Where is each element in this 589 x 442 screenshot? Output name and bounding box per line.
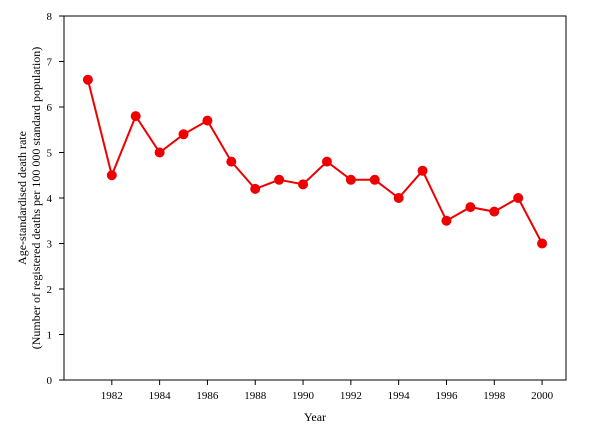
y-tick-label: 5 <box>47 148 53 160</box>
data-point <box>345 174 356 185</box>
data-point <box>298 179 309 190</box>
x-tick-label: 1996 <box>435 390 458 402</box>
series-layer <box>82 74 548 249</box>
y-tick-label: 7 <box>47 57 53 69</box>
y-tick-label: 8 <box>47 11 53 23</box>
x-tick-label: 1992 <box>340 390 362 402</box>
data-point <box>274 174 285 185</box>
data-point <box>154 147 165 158</box>
data-point <box>537 238 548 249</box>
x-tick-label: 1994 <box>388 390 411 402</box>
data-point <box>489 206 500 217</box>
data-point <box>178 129 189 140</box>
y-axis-title-line1: Age-standardised death rate <box>15 131 29 265</box>
x-axis: 1982 1984 1986 1988 1990 1992 1994 1996 1998 2000 <box>101 380 554 402</box>
y-tick-label: 0 <box>47 375 53 387</box>
data-point <box>226 156 237 167</box>
y-tick-label: 6 <box>47 102 53 114</box>
data-point <box>513 193 524 203</box>
data-point <box>321 156 332 167</box>
y-tick-label: 4 <box>47 193 53 205</box>
x-tick-label: 1982 <box>101 390 123 402</box>
data-point <box>393 193 404 203</box>
plot-area <box>63 15 567 381</box>
data-point <box>250 183 261 194</box>
x-tick-label: 1986 <box>196 390 219 402</box>
data-point <box>369 174 380 185</box>
data-point <box>130 111 141 122</box>
data-point <box>106 170 117 181</box>
data-point <box>441 215 452 226</box>
y-axis: 0 1 2 3 4 5 6 7 8 <box>47 11 64 387</box>
data-point <box>417 165 428 176</box>
data-point <box>202 115 213 126</box>
x-axis-title: Year <box>304 410 326 424</box>
y-tick-label: 2 <box>47 284 53 296</box>
y-axis-title-line2: (Number of registered deaths per 100 000… <box>29 47 43 350</box>
data-point <box>465 202 476 213</box>
y-tick-label: 3 <box>47 239 53 251</box>
x-tick-label: 1988 <box>244 390 267 402</box>
x-tick-label: 1998 <box>483 390 506 402</box>
x-tick-label: 1990 <box>292 390 315 402</box>
x-tick-label: 1984 <box>149 390 172 402</box>
y-tick-label: 1 <box>47 330 53 342</box>
x-tick-label: 2000 <box>531 390 554 402</box>
data-point <box>82 74 93 85</box>
